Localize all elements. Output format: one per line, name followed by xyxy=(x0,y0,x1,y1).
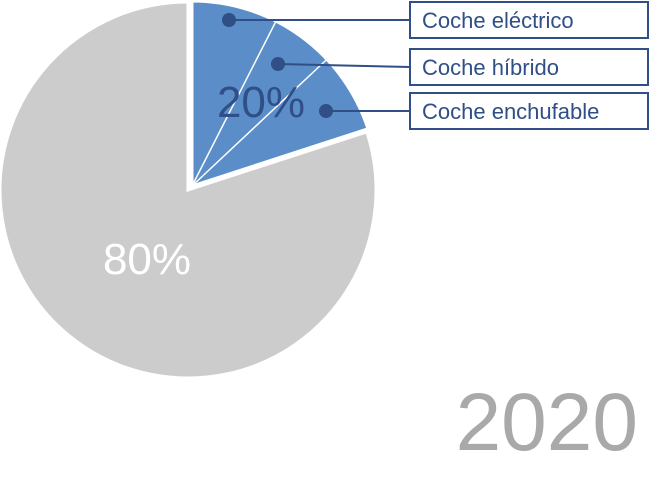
pct-label-20: 20% xyxy=(217,78,305,127)
callout-box-3 xyxy=(409,92,649,130)
callout-dot-2 xyxy=(271,57,285,71)
callout-label-2: Coche híbrido xyxy=(422,55,559,80)
subslice-divider-1 xyxy=(191,20,277,187)
pie-slice-gray xyxy=(0,0,378,380)
pie-slices xyxy=(0,0,378,380)
chart-year-label: 2020 xyxy=(456,377,638,468)
subslice-dividers xyxy=(191,20,328,187)
callout-dot-1 xyxy=(222,13,236,27)
callout-1: Coche eléctrico xyxy=(222,1,649,39)
subslice-divider-2 xyxy=(191,58,328,187)
callout-box-2 xyxy=(409,48,649,86)
callout-2: Coche híbrido xyxy=(271,48,649,86)
pct-label-80: 80% xyxy=(103,235,191,284)
callout-box-1 xyxy=(409,1,649,39)
callouts: Coche eléctrico Coche híbrido Coche enchuf… xyxy=(222,1,649,130)
callout-dot-3 xyxy=(319,104,333,118)
callout-3: Coche enchufable xyxy=(319,92,649,130)
callout-label-1: Coche eléctrico xyxy=(422,8,574,33)
pie-slice-blue xyxy=(190,0,370,189)
callout-leader-2 xyxy=(277,63,411,68)
callout-label-3: Coche enchufable xyxy=(422,99,599,124)
